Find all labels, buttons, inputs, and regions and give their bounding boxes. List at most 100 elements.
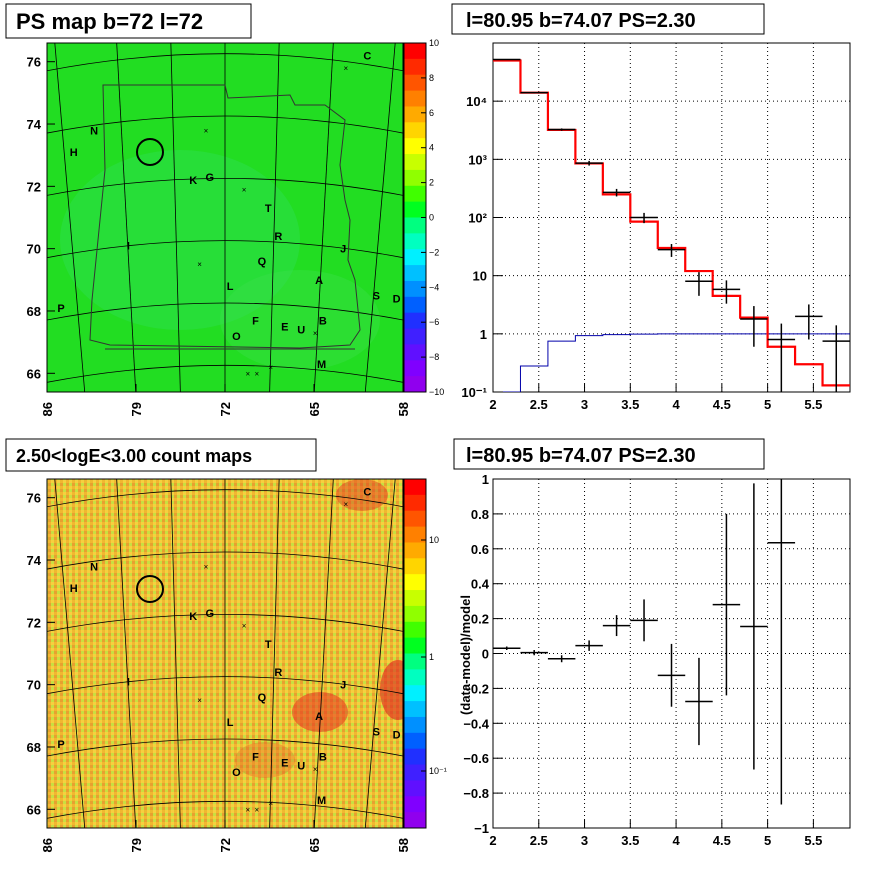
source-label-A: A: [315, 275, 323, 287]
source-label-H: H: [70, 147, 78, 159]
cross-marker: ×: [246, 369, 251, 378]
cross-marker: ×: [197, 696, 202, 705]
cross-marker: ×: [242, 185, 247, 194]
colorbar-label: 10: [429, 38, 439, 48]
selected-source-circle: [136, 138, 164, 166]
colorbar-band: [404, 328, 426, 345]
colorbar-band: [404, 605, 426, 623]
cross-marker: ×: [343, 64, 348, 73]
y-tick-label: 74: [27, 117, 42, 132]
count-map-axes: 86 79 72 65 58 76 74 72 70 68 66: [27, 491, 411, 853]
source-label-L: L: [227, 281, 234, 293]
spectrum-panel: 2 2.5 3 3.5 4 4.5 5 5.5 10⁻¹ 1 10 10² 10³ 10⁴ l=80.95…: [451, 3, 851, 412]
source-label-L: L: [227, 717, 234, 729]
x-tick-label: 79: [129, 402, 144, 416]
longitude-line: [269, 479, 280, 828]
colorbar-label: 0: [429, 213, 434, 223]
count-map-hotspot-c: [336, 479, 388, 511]
x-tick-label: 3.5: [621, 397, 639, 412]
colorbar-band: [404, 233, 426, 250]
colorbar-band: [404, 265, 426, 282]
source-label-H: H: [70, 583, 78, 595]
x-tick-label: 3: [581, 833, 588, 848]
longitude-line: [313, 479, 334, 828]
y-tick-label: 10²: [468, 211, 487, 226]
cross-marker: ×: [254, 805, 259, 814]
source-label-R: R: [274, 667, 282, 679]
source-label-A: A: [315, 711, 323, 723]
colorbar-label: 4: [429, 143, 434, 153]
count-map-colorbar: 10 1 10⁻¹: [403, 478, 447, 829]
y-tick-label: 70: [27, 678, 41, 693]
colorbar-band: [404, 360, 426, 377]
source-label-Q: Q: [258, 692, 267, 704]
x-tick-label: 4: [672, 397, 680, 412]
longitude-line: [54, 479, 86, 828]
residual-title: l=80.95 b=74.07 PS=2.30: [466, 445, 696, 467]
source-label-J: J: [340, 680, 346, 692]
colorbar-band: [404, 90, 426, 107]
source-label-P: P: [57, 739, 64, 751]
x-tick-label: 4: [672, 833, 680, 848]
residual-ylabel: (data-model)/model: [458, 595, 473, 715]
source-label-T: T: [265, 203, 272, 215]
x-tick-label: 5.5: [804, 833, 822, 848]
y-tick-label: 10⁴: [466, 94, 487, 109]
y-tick-label: 10⁻¹: [461, 385, 487, 400]
ps-map-coordinate-grid: [47, 43, 403, 392]
x-tick-label: 58: [396, 838, 411, 852]
source-label-E: E: [281, 758, 288, 770]
colorbar-band: [404, 169, 426, 187]
source-label-G: G: [205, 608, 214, 620]
colorbar-band: [404, 249, 426, 266]
ps-map-title: PS map b=72 l=72: [16, 9, 203, 34]
source-label-M: M: [317, 795, 326, 807]
count-map-coordinate-grid: [47, 479, 403, 828]
residual-plot-area: [493, 479, 850, 828]
source-label-O: O: [232, 331, 241, 343]
y-tick-label: −0.8: [463, 786, 489, 801]
source-label-I: I: [127, 241, 130, 253]
colorbar-band: [404, 732, 426, 750]
source-label-I: I: [127, 677, 130, 689]
cross-marker: ×: [246, 805, 251, 814]
cross-marker: ×: [313, 329, 318, 338]
source-label-K: K: [189, 611, 197, 623]
y-tick-label: 72: [27, 179, 41, 194]
colorbar-band: [404, 542, 426, 559]
survey-boundary: [89, 84, 361, 349]
x-tick-label: 5: [764, 833, 771, 848]
colorbar-band: [404, 43, 426, 60]
colorbar-band: [404, 344, 426, 361]
x-tick-label: 86: [40, 838, 55, 852]
cross-marker: ×: [242, 621, 247, 630]
colorbar-band: [404, 526, 426, 543]
ps-map-shade: [60, 150, 300, 330]
x-tick-label: 3: [581, 397, 588, 412]
colorbar-band: [404, 217, 426, 234]
colorbar-band: [404, 185, 426, 203]
source-label-U: U: [297, 325, 305, 337]
colorbar-band: [404, 74, 426, 92]
colorbar-band: [404, 748, 426, 766]
longitude-line: [170, 43, 181, 392]
colorbar-band: [404, 138, 426, 155]
colorbar-label: 10⁻¹: [429, 766, 447, 776]
colorbar-band: [404, 58, 426, 76]
source-label-B: B: [319, 751, 327, 763]
y-tick-label: 0: [482, 647, 489, 662]
colorbar-band: [404, 621, 426, 639]
spectrum-title-box: [451, 3, 765, 35]
colorbar-band: [404, 590, 426, 607]
source-label-K: K: [189, 175, 197, 187]
colorbar-band: [404, 296, 426, 314]
colorbar-band: [404, 494, 426, 512]
y-tick-label: −0.2: [463, 681, 489, 696]
source-label-P: P: [57, 303, 64, 315]
x-tick-label: 4.5: [713, 397, 731, 412]
y-tick-label: 1: [482, 472, 489, 487]
